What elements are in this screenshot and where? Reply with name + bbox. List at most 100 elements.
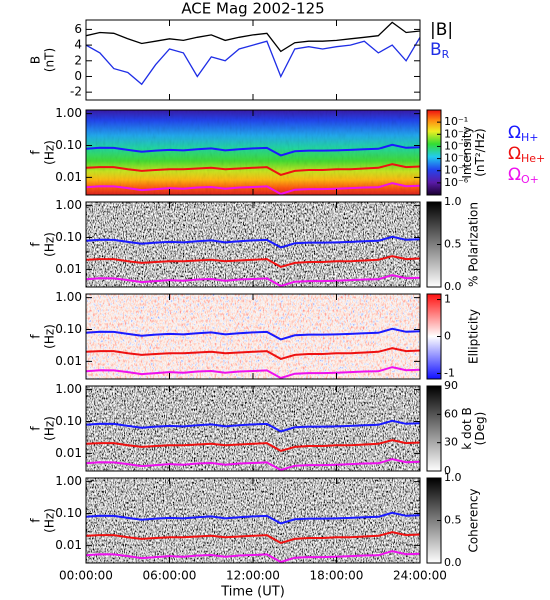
y-axis-label: f [29,426,43,431]
line [86,21,420,53]
gyrofrequency-line [86,439,420,452]
y-axis-label: f [29,150,43,155]
colorbar-tick-label: -1 [444,366,455,379]
colorbar-tick-label: 1.0 [444,195,462,208]
y-tick-label: 0.10 [55,322,82,336]
y-tick-label: 1.00 [55,382,82,396]
gyrofrequency-line [86,458,420,471]
y-tick-label: 1.00 [55,474,82,488]
legend-subscript: H+ [521,131,539,144]
chart-title: ACE Mag 2002-125 [181,0,324,18]
legend-subscript: O+ [521,173,539,186]
spectrogram [86,294,420,379]
y-axis-label: (Hz) [43,416,57,441]
x-tick-label: 06:00:00 [143,569,197,583]
gyrofrequency-line [86,327,420,341]
colorbar-tick-label: 10⁻³ [444,139,468,152]
y-axis-label: f [29,518,43,523]
y-tick-label: 4 [74,38,82,52]
gyrofrequency-line [86,419,420,433]
colorbar-label: Intensity [460,126,474,178]
colorbar-label: % Polarization [467,202,481,287]
gyrofrequency-line [86,550,420,563]
colorbar-tick-label: 10⁻² [444,127,468,140]
y-tick-label: 1.00 [55,290,82,304]
legend-entry: |B| [430,20,453,40]
y-axis-label: f [29,242,43,247]
colorbar-label: k dot B [460,407,474,449]
gyrofrequency-line [86,347,420,360]
colorbar-tick-label: 60 [444,407,458,420]
gyrofrequency-line [86,235,420,249]
legend-entry: BR [430,40,450,61]
legend-name: B [430,40,442,60]
y-axis-label: (nT) [43,48,57,72]
colorbar-tick-label: 0.0 [444,556,462,569]
y-tick-label: 1.00 [55,198,82,212]
gyrofrequency-line [86,366,420,379]
gyrofrequency-line [86,163,420,176]
colorbar-tick-label: 10⁻⁵ [444,164,468,177]
colorbar [426,385,442,472]
y-axis-label: (Hz) [43,508,57,533]
y-tick-label: 0 [74,69,82,83]
spectrogram [86,478,420,563]
colorbar-tick-label: 10⁻⁴ [444,152,469,165]
x-tick-label: 24:00:00 [393,569,447,583]
y-tick-label: 1.00 [55,106,82,120]
colorbar-label: (nT²/Hz) [473,128,487,176]
legend-entry: ΩH+ [508,123,539,144]
legend-entry: ΩHe+ [508,144,545,165]
x-axis-label: Time (UT) [220,585,285,600]
gyrofrequency-line [86,274,420,287]
plot-frame [85,19,421,101]
colorbar-tick-label: 10⁻¹ [444,115,468,128]
colorbar-label: (Deg) [473,412,487,446]
y-tick-label: 6 [74,22,82,36]
colorbar-tick-label: 1 [444,293,451,306]
colorbar-tick-label: 1.0 [444,471,462,484]
spectrogram [86,202,420,287]
spectrogram-texture [86,110,420,195]
colorbar-tick-label: 0 [444,464,451,477]
y-axis-label: f [29,334,43,339]
colorbar-tick-label: 10⁻⁶ [444,176,469,189]
colorbar-tick-label: 0.5 [444,238,462,251]
spectrogram [86,386,420,471]
y-tick-label: 0.01 [55,262,82,276]
gyrofrequency-line [86,182,420,195]
colorbar-label: Ellipticity [467,309,481,364]
x-tick-label: 12:00:00 [226,569,280,583]
y-tick-label: 0.10 [55,138,82,152]
y-tick-label: 0.10 [55,230,82,244]
x-tick-label: 18:00:00 [310,569,364,583]
colorbar-tick-label: 0 [444,330,451,343]
y-axis-label: B [29,56,43,64]
colorbar-label: Coherency [467,488,481,552]
y-axis-label: (Hz) [43,324,57,349]
legend-subscript: He+ [521,152,545,165]
y-tick-label: 0.01 [55,538,82,552]
gyrofrequency-line [86,255,420,268]
legend-entry: ΩO+ [508,165,539,186]
gyrofrequency-line [86,511,420,525]
y-tick-label: 0.01 [55,446,82,460]
y-axis-label: (Hz) [43,140,57,165]
x-tick-label: 00:00:00 [59,569,113,583]
y-tick-label: -2 [70,85,82,99]
gyrofrequency-line [86,143,420,157]
legend-symbol: Ω [508,123,521,143]
legend-subscript: R [442,48,450,61]
legend-symbol: Ω [508,144,521,164]
colorbar-tick-label: 0.5 [444,514,462,527]
colorbar-tick-label: 30 [444,436,458,449]
y-tick-label: 0.10 [55,414,82,428]
colorbar [426,109,442,196]
y-tick-label: 2 [74,53,82,67]
y-tick-label: 0.01 [55,354,82,368]
legend-symbol: Ω [508,165,521,185]
colorbar-tick-label: 0.0 [444,280,462,293]
line [86,36,420,86]
gyrofrequency-line [86,531,420,544]
